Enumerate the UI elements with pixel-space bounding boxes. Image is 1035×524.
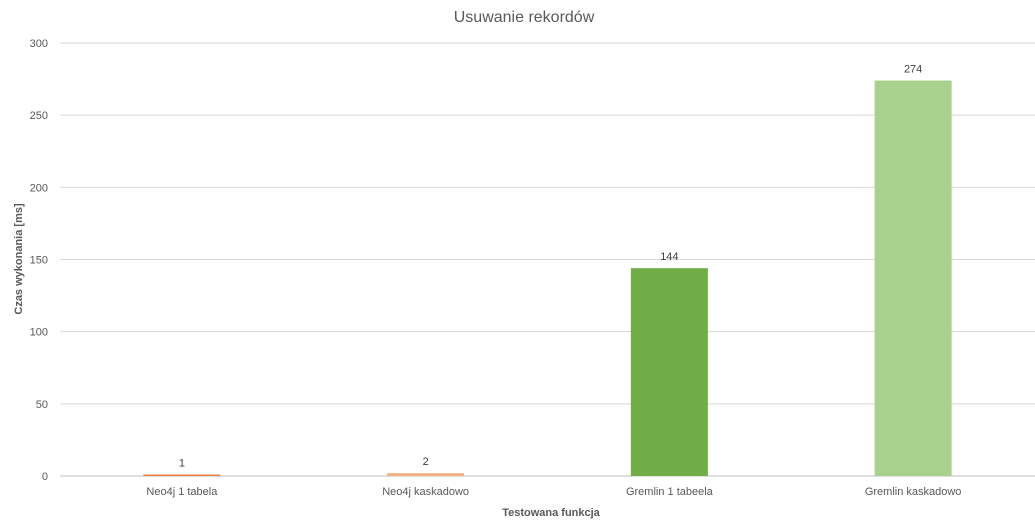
category-label: Neo4j kaskadowo bbox=[382, 486, 469, 498]
bar bbox=[143, 474, 221, 476]
y-tick-label: 300 bbox=[30, 38, 48, 50]
data-label: 144 bbox=[660, 251, 678, 263]
data-label: 274 bbox=[904, 64, 922, 76]
category-label: Gremlin 1 tabeela bbox=[626, 486, 714, 498]
y-tick-label: 50 bbox=[36, 399, 48, 411]
chart-title: Usuwanie rekordów bbox=[454, 9, 595, 26]
y-tick-label: 250 bbox=[30, 110, 48, 122]
bars bbox=[143, 80, 952, 476]
gridlines bbox=[60, 42, 1035, 477]
category-labels: Neo4j 1 tabela Neo4j kaskadowo Gremlin 1 t… bbox=[146, 486, 961, 498]
category-label: Neo4j 1 tabela bbox=[146, 486, 218, 498]
bar bbox=[874, 80, 952, 476]
y-axis-label: Czas wykonania [ms] bbox=[13, 203, 25, 315]
y-tick-label: 150 bbox=[30, 255, 48, 267]
y-tick-label: 200 bbox=[30, 182, 48, 194]
data-label: 1 bbox=[179, 458, 185, 470]
x-axis-label: Testowana funkcja bbox=[502, 507, 600, 519]
bar bbox=[630, 268, 708, 476]
data-label: 2 bbox=[423, 456, 429, 468]
y-tick-label: 100 bbox=[30, 327, 48, 339]
bar bbox=[387, 473, 465, 476]
data-labels: 1 2 144 274 bbox=[179, 64, 922, 470]
category-label: Gremlin kaskadowo bbox=[865, 486, 962, 498]
y-tick-label: 0 bbox=[42, 471, 48, 483]
y-tick-labels: 0 50 100 150 200 250 300 bbox=[30, 38, 48, 483]
